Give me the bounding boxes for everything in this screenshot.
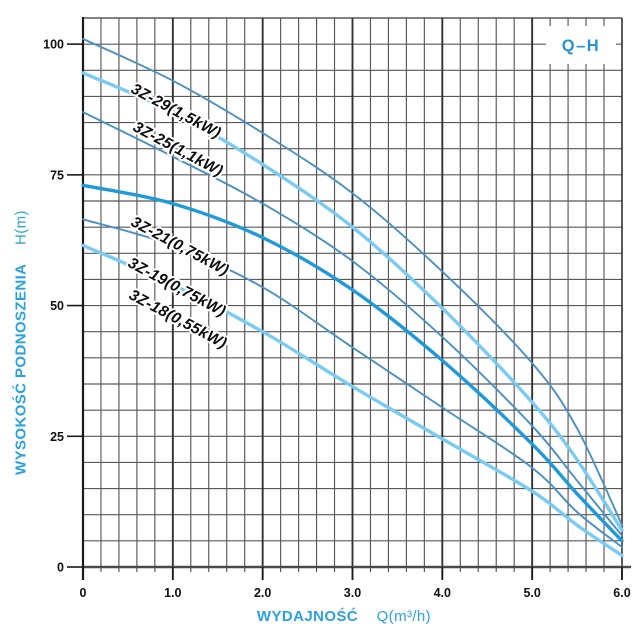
- pump-curve-3z-29: [82, 37, 623, 527]
- x-tick-label: 3.0: [344, 586, 361, 600]
- x-tick-label: 4.0: [434, 586, 451, 600]
- x-tick-label: 0: [80, 586, 87, 600]
- y-tick-label: 75: [50, 168, 64, 182]
- corner-label-box: Q–H: [546, 26, 616, 64]
- x-tick-label: 1.0: [164, 586, 181, 600]
- y-axis-title-text: WYSOKOŚĆ PODNOSZENIA: [12, 263, 30, 475]
- y-tick-label: 0: [57, 561, 64, 575]
- x-axis-title-text: WYDAJNOŚĆ: [256, 608, 359, 625]
- x-tick-label: 2.0: [254, 586, 271, 600]
- pump-curves: [81, 37, 624, 558]
- pump-curve-3z-21: [81, 183, 624, 543]
- x-tick-label: 5.0: [523, 586, 540, 600]
- y-tick-label: 25: [50, 430, 64, 444]
- y-tick-label: 100: [43, 38, 64, 52]
- x-axis-unit: Q(m³/h): [376, 608, 432, 625]
- y-axis-unit: H(m): [12, 210, 30, 245]
- corner-label-bg: [546, 26, 616, 64]
- corner-label-qh: Q–H: [562, 37, 600, 55]
- y-axis-title: WYSOKOŚĆ PODNOSZENIA H(m): [13, 183, 30, 503]
- pump-curve-3z-18: [81, 243, 624, 558]
- pump-curve-3z-25: [81, 71, 624, 533]
- pump-curve-extra-2: [82, 111, 623, 537]
- x-tick-label: 6.0: [613, 586, 630, 600]
- pump-curve-3z-19: [82, 218, 623, 549]
- y-tick-label: 50: [50, 299, 64, 313]
- x-axis-title: WYDAJNOŚĆ Q(m³/h): [257, 608, 431, 625]
